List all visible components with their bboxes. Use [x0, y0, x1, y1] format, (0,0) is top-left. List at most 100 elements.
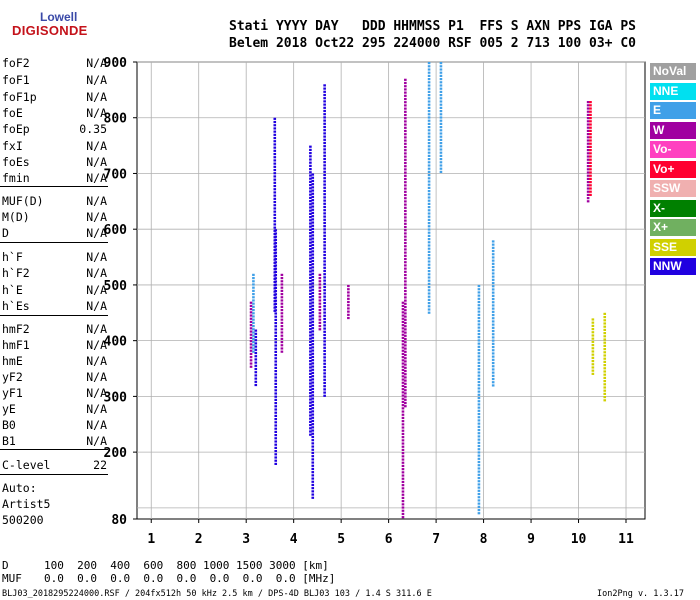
echo-point [311, 371, 315, 375]
echo-point [477, 339, 481, 342]
echo-point [586, 161, 590, 165]
echo-point [311, 304, 315, 307]
echo-point [311, 311, 315, 314]
logo-text-digisonde: DIGISONDE [12, 23, 88, 38]
echo-point [427, 164, 431, 167]
echo-point [427, 276, 431, 279]
echo-point [249, 349, 253, 352]
param-name: foEs [2, 155, 30, 169]
echo-point [274, 245, 278, 248]
echo-point [603, 379, 607, 383]
echo-point [427, 305, 431, 308]
echo-point [401, 464, 405, 468]
echo-point [491, 336, 495, 339]
echo-point [477, 400, 481, 403]
echo-point [404, 251, 407, 254]
echo-point [603, 335, 607, 338]
echo-point [274, 421, 278, 424]
echo-point [311, 416, 315, 419]
echo-point [586, 101, 590, 104]
echo-point [427, 298, 431, 301]
echo-point [274, 385, 278, 389]
echo-point [323, 145, 326, 148]
echo-point [401, 340, 405, 343]
echo-point [427, 266, 431, 269]
echo-point [427, 138, 431, 141]
echo-point [323, 237, 326, 241]
echo-point [309, 372, 312, 375]
header-values: Belem 2018 Oct22 295 224000 RSF 005 2 71… [229, 36, 636, 51]
echo-point [439, 116, 443, 119]
echo-point [603, 325, 607, 328]
echo-point [323, 263, 326, 266]
echo-point [323, 314, 326, 317]
echo-point [401, 439, 405, 442]
echo-point [323, 193, 326, 196]
echo-point [318, 321, 322, 324]
echo-point [311, 183, 315, 186]
y-tick-label: 700 [104, 167, 128, 182]
echo-point [404, 389, 407, 392]
echo-point [309, 347, 312, 350]
echo-point [477, 425, 481, 428]
echo-point [273, 184, 277, 188]
echo-point [274, 293, 278, 296]
echo-point [439, 170, 443, 173]
echo-point [491, 342, 495, 345]
echo-point [477, 304, 481, 307]
echo-point [404, 219, 407, 222]
echo-point [404, 213, 407, 216]
echo-point [274, 238, 278, 241]
echo-point [404, 382, 407, 385]
echo-point [254, 380, 258, 383]
echo-point [323, 305, 326, 308]
echo-point [427, 295, 431, 298]
echo-point [589, 136, 592, 139]
echo-point [427, 209, 431, 212]
echo-point [323, 289, 326, 292]
echo-point [323, 135, 326, 138]
echo-point [477, 297, 481, 300]
echo-point [311, 487, 315, 490]
echo-point [603, 373, 607, 376]
echo-point [311, 458, 315, 461]
echo-point [491, 297, 495, 301]
echo-point [311, 221, 315, 224]
muf-values: 0.0 0.0 0.0 0.0 0.0 0.0 0.0 0.0 [MHz] [44, 572, 336, 585]
echo-point [586, 193, 590, 197]
echo-point [323, 375, 326, 378]
echo-point [404, 321, 407, 325]
echo-point [401, 343, 405, 346]
legend-item-w: W [650, 121, 696, 139]
echo-point [323, 106, 326, 109]
param-name: foF1p [2, 90, 37, 104]
echo-point [309, 228, 312, 231]
echo-point [586, 145, 590, 149]
echo-point [401, 330, 405, 333]
echo-point [323, 311, 326, 314]
echo-point [401, 455, 405, 458]
echo-point [491, 345, 495, 349]
echo-point [477, 316, 481, 320]
echo-point [274, 337, 278, 341]
echo-point [252, 273, 255, 276]
echo-point [280, 292, 284, 296]
echo-point [404, 171, 407, 174]
echo-point [311, 231, 315, 234]
echo-point [603, 347, 607, 351]
echo-point [477, 371, 481, 374]
echo-point [318, 296, 322, 299]
echo-point [404, 337, 407, 341]
echo-point [491, 310, 495, 313]
echo-point [274, 398, 278, 401]
echo-point [401, 436, 405, 439]
echo-point [280, 334, 284, 337]
echo-point [404, 117, 407, 120]
echo-point [427, 279, 431, 282]
param-name: foF2 [2, 56, 30, 70]
logo-text-lowell: Lowell [40, 10, 78, 24]
echo-point [586, 107, 590, 110]
echo-point [603, 319, 607, 322]
param-name: hmF2 [2, 322, 30, 336]
echo-point [252, 302, 255, 305]
